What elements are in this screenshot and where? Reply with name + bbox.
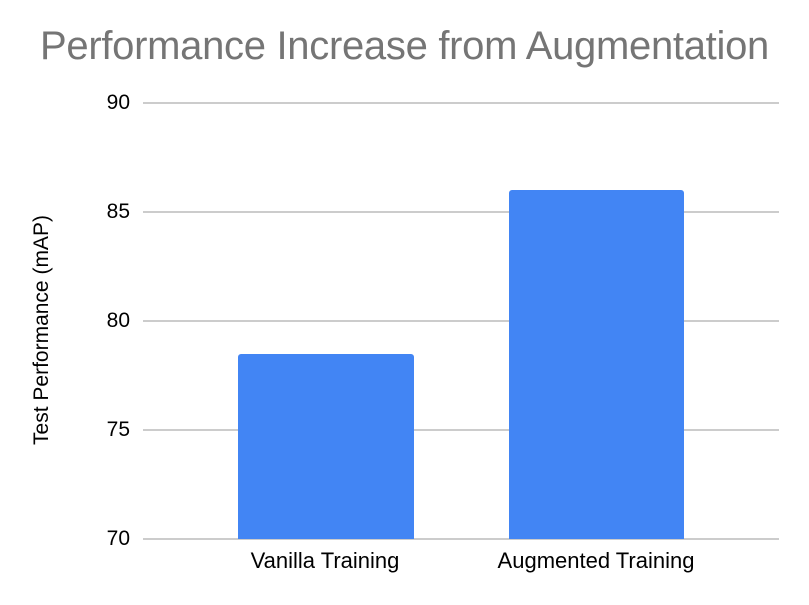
y-tick-70: 70: [106, 527, 130, 550]
y-tick-75: 75: [106, 418, 130, 441]
gridline-90: [143, 102, 779, 104]
y-tick-90: 90: [106, 91, 130, 114]
gridline-85: [143, 211, 779, 213]
y-tick-85: 85: [106, 200, 130, 223]
y-tick-80: 80: [106, 309, 130, 332]
x-tick-augmented-training: Augmented Training: [497, 548, 695, 573]
gridline-70: [143, 538, 779, 540]
chart-title: Performance Increase from Augmentation: [40, 24, 769, 68]
gridline-75: [143, 429, 779, 431]
bar-augmented-training[interactable]: [509, 190, 684, 539]
gridline-80: [143, 320, 779, 322]
x-tick-vanilla-training: Vanilla Training: [250, 548, 400, 573]
bar-vanilla-training[interactable]: [238, 353, 414, 539]
